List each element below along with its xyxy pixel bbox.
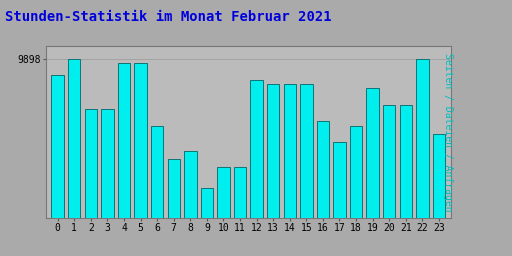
Bar [416, 59, 429, 218]
Bar [101, 109, 114, 218]
Bar [184, 151, 197, 218]
Bar [234, 167, 246, 218]
Bar [68, 59, 80, 218]
Bar [399, 105, 412, 218]
Bar [300, 84, 312, 218]
Bar [217, 167, 230, 218]
Bar [267, 84, 280, 218]
Y-axis label: Seiten / Dateien / Anfragen: Seiten / Dateien / Anfragen [443, 52, 453, 211]
Text: Stunden-Statistik im Monat Februar 2021: Stunden-Statistik im Monat Februar 2021 [5, 10, 332, 24]
Bar [250, 80, 263, 218]
Bar [134, 63, 147, 218]
Bar [167, 159, 180, 218]
Bar [383, 105, 395, 218]
Bar [433, 134, 445, 218]
Bar [367, 88, 379, 218]
Bar [201, 188, 213, 218]
Bar [151, 125, 163, 218]
Bar [118, 63, 130, 218]
Bar [317, 121, 329, 218]
Bar [284, 84, 296, 218]
Bar [350, 125, 362, 218]
Bar [52, 75, 64, 218]
Bar [84, 109, 97, 218]
Bar [333, 142, 346, 218]
